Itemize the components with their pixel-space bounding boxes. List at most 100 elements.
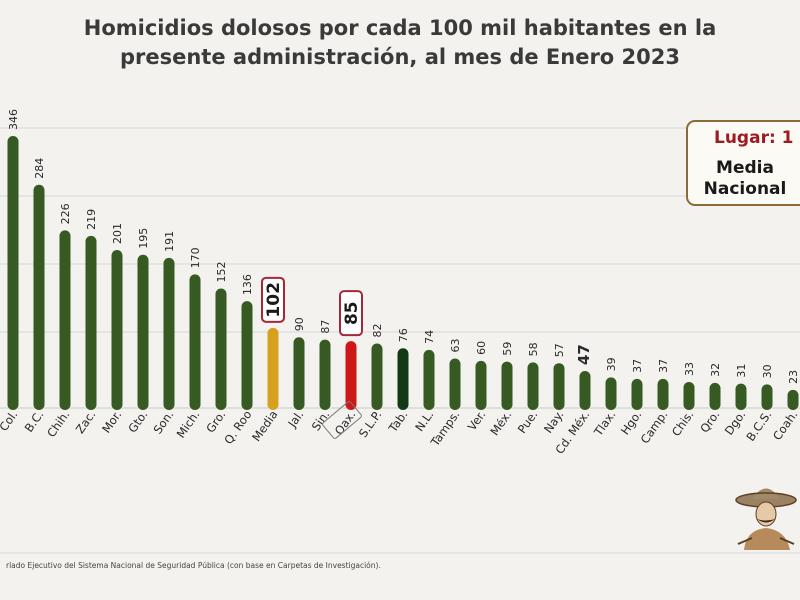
category-label-S.L.P.: S.L.P.	[356, 408, 385, 440]
category-label-Gro.: Gro.	[203, 408, 228, 436]
portrait-emblem-icon	[735, 488, 797, 550]
category-label-Coah.: Coah.	[770, 408, 800, 443]
value-label-Méx.: 59	[501, 342, 514, 356]
bar-Chih.	[59, 230, 71, 410]
bar-Chis.	[683, 382, 695, 410]
value-label-Chih.: 226	[59, 203, 72, 224]
value-label-Hgo.: 37	[631, 359, 644, 373]
category-label-B.C.: B.C.	[22, 408, 47, 435]
legend-label-line-1: Media	[716, 158, 774, 178]
bar-Tab.	[397, 348, 409, 410]
value-label-Media: 102	[264, 282, 284, 318]
bar-Jal.	[293, 337, 305, 410]
value-label-Cd. Méx.: 47	[575, 344, 593, 365]
value-label-Jal.: 90	[293, 317, 306, 331]
chart-title-line-1: Homicidios dolosos por cada 100 mil habi…	[83, 16, 717, 40]
category-label-N.L.: N.L.	[412, 408, 436, 434]
bar-S.L.P.	[371, 343, 383, 410]
value-label-B.C.S.: 30	[761, 364, 774, 378]
bar-Hgo.	[631, 378, 643, 410]
chart-title: Homicidios dolosos por cada 100 mil habi…	[0, 14, 800, 72]
category-label-Qro.: Qro.	[697, 408, 722, 436]
bar-Ver.	[475, 360, 487, 410]
category-label-Méx.: Méx.	[487, 408, 514, 438]
value-label-Zac.: 219	[85, 209, 98, 230]
bar-Coah.	[787, 389, 799, 410]
value-label-Col.: 346	[7, 109, 20, 130]
legend-media-label: Media Nacional	[690, 158, 800, 200]
bar-Cd. Méx.	[579, 371, 591, 410]
value-label-N.L.: 74	[423, 330, 436, 344]
value-label-Nay.: 57	[553, 343, 566, 357]
value-label-Chis.: 33	[683, 362, 696, 376]
bar-Méx.	[501, 361, 513, 410]
bar-Media	[267, 327, 279, 410]
chart-title-line-2: presente administración, al mes de Enero…	[119, 45, 680, 69]
value-label-Q. Roo: 136	[241, 274, 254, 295]
category-label-Ver.: Ver.	[465, 408, 489, 434]
value-label-Tab.: 76	[397, 328, 410, 342]
value-label-Qro.: 32	[709, 363, 722, 377]
value-label-Tamps.: 63	[449, 338, 462, 352]
value-label-Mor.: 201	[111, 223, 124, 244]
category-label-Jal.: Jal.	[284, 408, 306, 431]
bar-Gro.	[215, 288, 227, 410]
bar-Oax.	[345, 341, 357, 410]
value-label-Sin.: 87	[319, 320, 332, 334]
category-label-Camp.: Camp.	[638, 408, 671, 447]
bar-Tamps.	[449, 358, 461, 410]
value-label-Gro.: 152	[215, 262, 228, 283]
category-label-Son.: Son.	[150, 408, 176, 437]
bar-Gto.	[137, 254, 149, 410]
category-label-Gto.: Gto.	[125, 408, 150, 436]
legend-label-line-2: Nacional	[703, 179, 787, 199]
bar-Zac.	[85, 235, 97, 410]
bar-Mich.	[189, 274, 201, 410]
category-label-Pue.: Pue.	[515, 408, 541, 436]
category-label-Tlax.: Tlax.	[591, 408, 619, 440]
legend-box: Lugar: 1 Media Nacional	[686, 120, 800, 206]
category-highlight-box-Oax	[322, 401, 362, 439]
category-label-Mich.: Mich.	[174, 408, 203, 441]
bar-Col.	[7, 136, 19, 410]
category-label-Chih.: Chih.	[44, 408, 72, 440]
value-label-Pue.: 58	[527, 342, 540, 356]
bar-Nay.	[553, 363, 565, 410]
bar-B.C.S.	[761, 384, 773, 410]
value-label-B.C.: 284	[33, 158, 46, 179]
category-label-Media: Media	[249, 408, 280, 444]
value-label-Tlax.: 39	[605, 357, 618, 371]
bar-Sin.	[319, 339, 331, 410]
bar-Qro.	[709, 382, 721, 410]
value-label-Dgo.: 31	[735, 364, 748, 378]
category-label-Mor.: Mor.	[99, 408, 124, 436]
bar-Camp.	[657, 378, 669, 410]
bar-Dgo.	[735, 383, 747, 410]
category-label-Chis.: Chis.	[669, 408, 697, 439]
category-label-Sin.: Sin.	[309, 408, 333, 434]
category-label-Tab.: Tab.	[385, 408, 410, 436]
value-label-Coah.: 23	[787, 370, 800, 384]
value-label-Mich.: 170	[189, 247, 202, 268]
bar-B.C.	[33, 184, 45, 410]
source-note: rlado Ejecutivo del Sistema Nacional de …	[6, 561, 381, 570]
category-label-Zac.: Zac.	[73, 408, 99, 436]
legend-rank-label: Lugar: 1	[714, 128, 794, 148]
category-label-B.C.S.: B.C.S.	[743, 408, 774, 444]
bar-Son.	[163, 257, 175, 410]
value-label-Gto.: 195	[137, 228, 150, 249]
value-label-Ver.: 60	[475, 341, 488, 355]
category-label-Col.: Col.	[0, 408, 20, 434]
category-label-Q. Roo: Q. Roo	[221, 408, 254, 447]
value-label-Camp.: 37	[657, 359, 670, 373]
bar-Pue.	[527, 362, 539, 410]
bar-Q. Roo	[241, 301, 253, 410]
value-label-Oax.: 85	[342, 301, 362, 325]
value-label-S.L.P.: 82	[371, 324, 384, 338]
bar-N.L.	[423, 349, 435, 410]
value-label-Son.: 191	[163, 231, 176, 252]
bar-Mor.	[111, 249, 123, 410]
category-label-Nay.: Nay.	[541, 408, 567, 436]
value-label-box-Oax.	[339, 290, 363, 337]
